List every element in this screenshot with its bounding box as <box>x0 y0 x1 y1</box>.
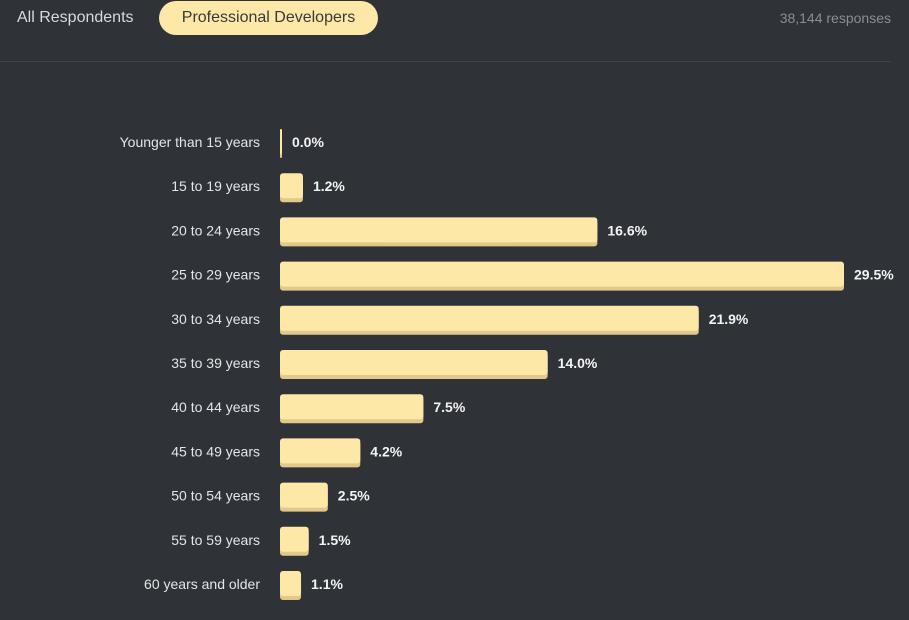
tab-professional-developers[interactable]: Professional Developers <box>159 1 378 35</box>
category-label: 50 to 54 years <box>171 488 260 504</box>
bar-row: 20 to 24 years 16.6% <box>171 217 648 247</box>
bar-row: 15 to 19 years 1.2% <box>171 173 345 203</box>
bar-row: 40 to 44 years 7.5% <box>171 394 466 424</box>
category-label: 55 to 59 years <box>171 532 260 548</box>
value-label: 21.9% <box>709 311 749 327</box>
category-label: 15 to 19 years <box>171 178 260 194</box>
bar <box>280 261 844 287</box>
bar <box>280 394 424 420</box>
value-label: 2.5% <box>338 488 370 504</box>
value-label: 0.0% <box>292 134 324 150</box>
responses-count: 38,144 responses <box>779 10 891 26</box>
value-label: 1.5% <box>319 532 351 548</box>
category-label: 25 to 29 years <box>171 267 260 283</box>
bar <box>280 173 303 199</box>
bar-row: Younger than 15 years 0.0% <box>120 129 324 158</box>
category-label: Younger than 15 years <box>120 134 260 150</box>
category-label: 45 to 49 years <box>171 443 260 459</box>
bar <box>280 482 328 508</box>
bar-row: 30 to 34 years 21.9% <box>171 305 749 335</box>
header-divider <box>0 61 891 62</box>
bar <box>280 305 699 331</box>
bar-row: 45 to 49 years 4.2% <box>171 438 403 468</box>
respondent-tabs: All Respondents Professional Developers … <box>0 0 909 40</box>
value-label: 29.5% <box>854 267 894 283</box>
value-label: 16.6% <box>607 222 647 238</box>
bar <box>280 438 361 464</box>
value-label: 1.1% <box>311 576 343 592</box>
value-label: 14.0% <box>558 355 598 371</box>
category-label: 20 to 24 years <box>171 222 260 238</box>
value-label: 1.2% <box>313 178 345 194</box>
tab-all-respondents[interactable]: All Respondents <box>17 9 134 26</box>
category-label: 35 to 39 years <box>171 355 260 371</box>
bar <box>280 350 548 375</box>
bar-row: 55 to 59 years 1.5% <box>171 526 351 556</box>
bar-row: 60 years and older 1.1% <box>144 571 343 600</box>
bar <box>280 526 309 552</box>
value-label: 4.2% <box>370 443 402 459</box>
bar <box>280 571 302 596</box>
bar <box>280 217 598 243</box>
bar <box>280 129 282 154</box>
category-label: 40 to 44 years <box>171 399 260 415</box>
bar-row: 50 to 54 years 2.5% <box>171 482 370 512</box>
bar-row: 35 to 39 years 14.0% <box>171 350 598 379</box>
category-label: 30 to 34 years <box>171 311 260 327</box>
category-label: 60 years and older <box>144 576 260 592</box>
value-label: 7.5% <box>433 399 465 415</box>
bar-row: 25 to 29 years 29.5% <box>171 261 894 291</box>
